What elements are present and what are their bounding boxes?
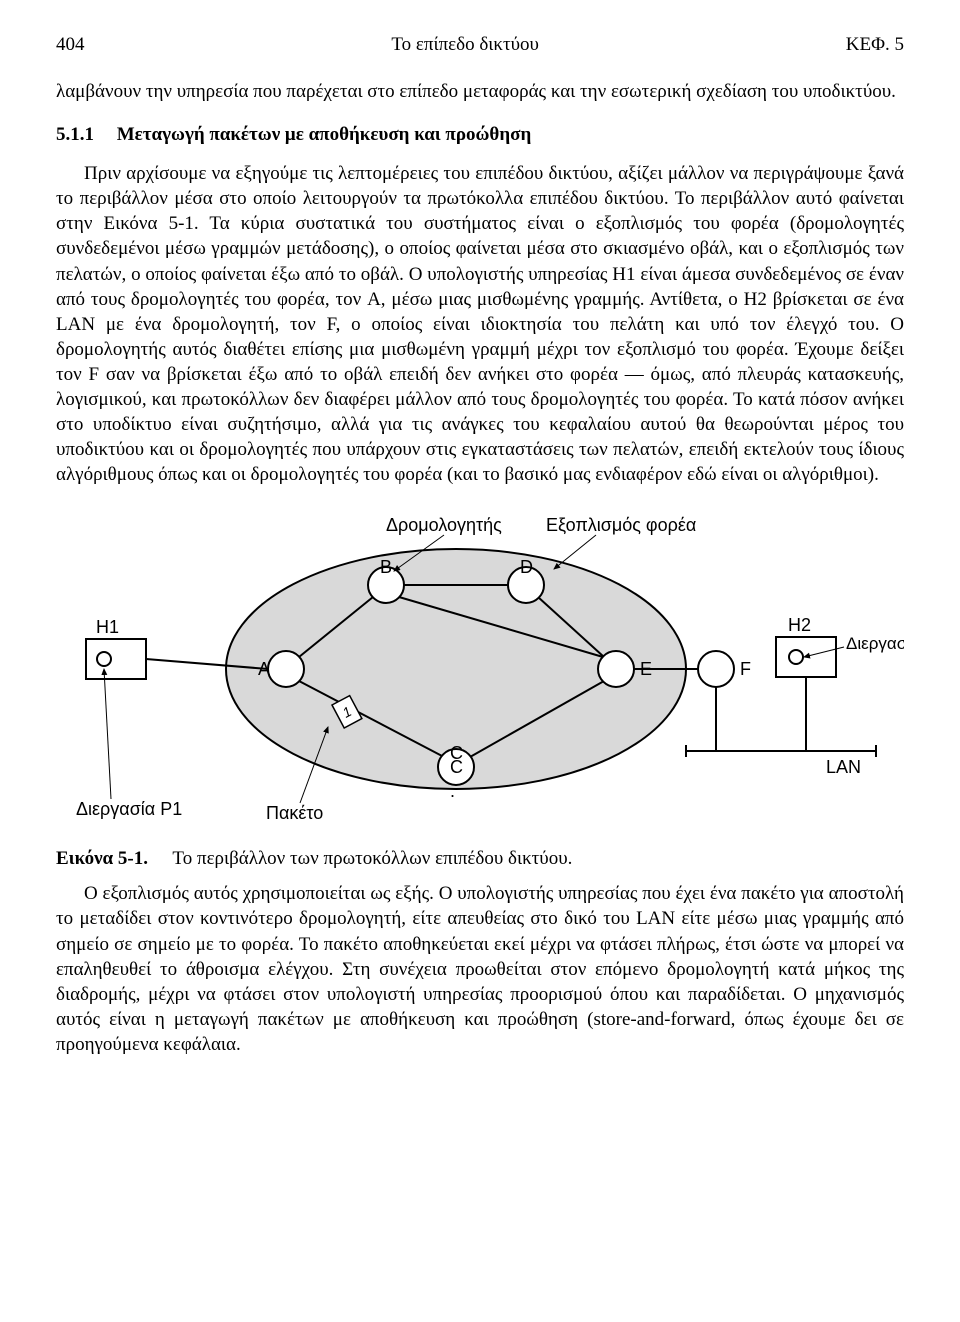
intro-paragraph: λαμβάνουν την υπηρεσία που παρέχεται στο… bbox=[56, 79, 904, 104]
body-paragraph-2: Ο εξοπλισμός αυτός χρησιμοποιείται ως εξ… bbox=[56, 881, 904, 1057]
svg-text:B: B bbox=[380, 557, 392, 577]
h2-label: H2 bbox=[788, 615, 811, 635]
figure-caption-text: Το περιβάλλον των πρωτοκόλλων επιπέδου δ… bbox=[172, 848, 572, 869]
figure-caption: Εικόνα 5-1. Το περιβάλλον των πρωτοκόλλω… bbox=[56, 846, 904, 871]
svg-text:D: D bbox=[520, 557, 533, 577]
chapter-ref: ΚΕΦ. 5 bbox=[846, 32, 904, 57]
carrier-equip-label: Εξοπλισμός φορέα bbox=[546, 515, 696, 535]
packet-label: Πακέτο bbox=[266, 803, 323, 823]
running-title: Το επίπεδο δικτύου bbox=[85, 32, 846, 57]
body-paragraph-1: Πριν αρχίσουμε να εξηγούμε τις λεπτομέρε… bbox=[56, 161, 904, 487]
process-p1-label: Διεργασία P1 bbox=[76, 799, 182, 819]
router-label: Δρομολογητής bbox=[386, 515, 502, 535]
svg-text:A: A bbox=[258, 659, 270, 679]
figure-5-1: H1 H2 A B . C D E bbox=[56, 509, 904, 871]
h1-label: H1 bbox=[96, 617, 119, 637]
svg-text:E: E bbox=[640, 659, 652, 679]
figure-caption-label: Εικόνα 5-1. bbox=[56, 848, 148, 869]
host-h1: H1 bbox=[86, 617, 146, 679]
process-p2-label: Διεργασία P2 bbox=[846, 634, 904, 653]
host-h2: H2 bbox=[776, 615, 836, 677]
svg-text:.: . bbox=[450, 781, 455, 801]
svg-text:C: C bbox=[450, 757, 463, 777]
page-header: 404 Το επίπεδο δικτύου ΚΕΦ. 5 bbox=[56, 32, 904, 57]
section-title: Μεταγωγή πακέτων με αποθήκευση και προώθ… bbox=[117, 124, 531, 145]
svg-text:F: F bbox=[740, 659, 751, 679]
section-heading: 5.1.1 Μεταγωγή πακέτων με αποθήκευση και… bbox=[56, 122, 904, 147]
section-number: 5.1.1 bbox=[56, 124, 94, 145]
network-diagram: H1 H2 A B . C D E bbox=[56, 509, 904, 829]
router-f: F bbox=[698, 651, 751, 687]
page-number: 404 bbox=[56, 32, 85, 57]
lan-label: LAN bbox=[826, 757, 861, 777]
